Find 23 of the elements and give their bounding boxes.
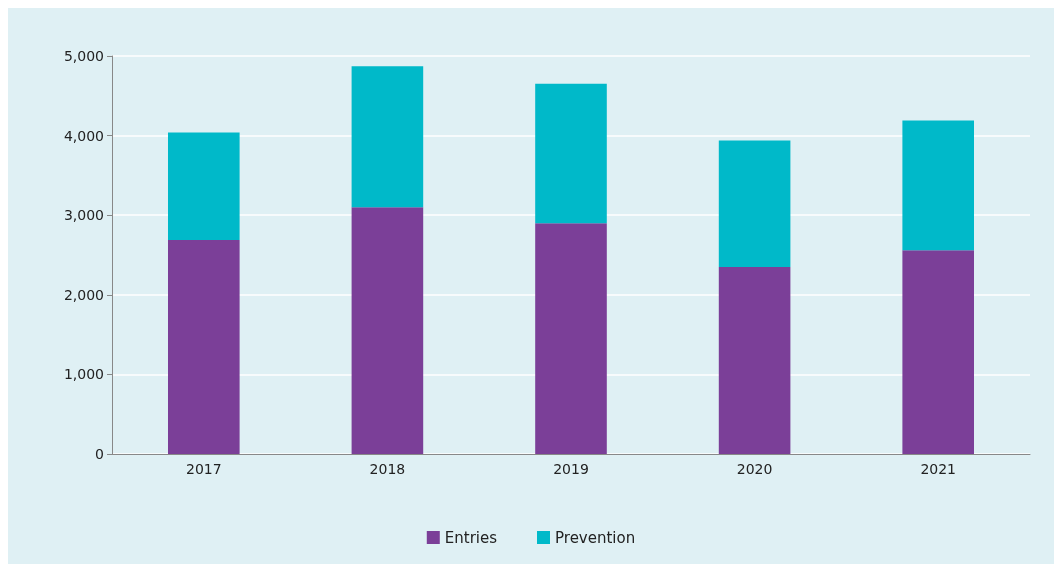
bar (168, 132, 240, 240)
bar (535, 83, 607, 224)
y-tick-label: 2,000 (63, 286, 104, 303)
y-tick-label: 5,000 (63, 48, 104, 64)
legend-label: Prevention (555, 528, 636, 547)
y-tick-label: 0 (95, 446, 104, 462)
x-tick-label: 2019 (553, 461, 589, 477)
bar (168, 239, 240, 454)
bar (718, 140, 791, 267)
y-tick-label: 1,000 (63, 366, 104, 383)
x-tick-label: 2021 (920, 461, 957, 477)
x-tick-label: 2017 (185, 461, 222, 477)
bar (535, 223, 607, 454)
bar (718, 266, 791, 454)
bar (351, 207, 424, 454)
bar (351, 66, 424, 208)
legend-label: Entries (444, 528, 498, 547)
bar (902, 250, 974, 454)
x-tick-label: 2018 (369, 461, 406, 477)
bar (902, 120, 974, 251)
x-tick-label: 2020 (736, 461, 773, 477)
y-tick-label: 3,000 (63, 207, 104, 224)
y-tick-label: 4,000 (63, 127, 104, 144)
